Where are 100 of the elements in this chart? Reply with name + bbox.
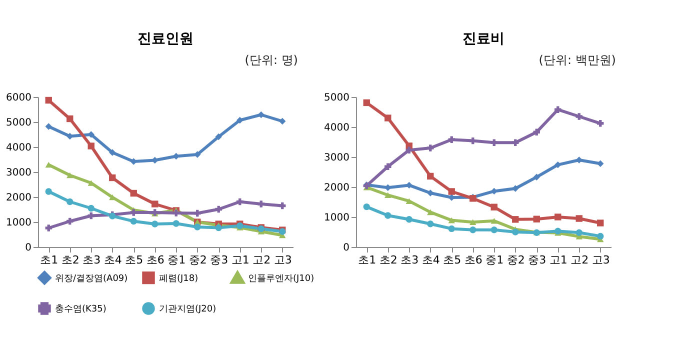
- point: [427, 209, 434, 216]
- point: [236, 116, 244, 124]
- point: [363, 203, 370, 210]
- point: [236, 198, 244, 206]
- x-tick-label: 초2: [61, 254, 80, 266]
- point: [88, 212, 94, 220]
- y-tick-label: 5000: [324, 92, 350, 104]
- x-tick-label: 중2: [188, 254, 207, 266]
- x-tick-label: 고2: [570, 254, 589, 266]
- point: [279, 202, 286, 210]
- point: [45, 123, 52, 130]
- point: [597, 232, 604, 240]
- point: [215, 224, 222, 232]
- x-tick-label: 초3: [82, 254, 101, 266]
- x-tick-label: 중1: [486, 254, 504, 266]
- point: [512, 228, 519, 236]
- point: [384, 192, 392, 198]
- point: [470, 219, 476, 226]
- point: [66, 218, 74, 225]
- point: [109, 174, 116, 182]
- point: [66, 172, 74, 178]
- point: [215, 206, 222, 213]
- point: [152, 156, 158, 164]
- y-tick-label: 3000: [6, 168, 32, 178]
- point: [384, 163, 392, 170]
- point: [406, 198, 412, 204]
- legend-label: 기관지염(J20): [159, 304, 216, 314]
- point: [384, 184, 392, 191]
- legend-label: 폐렴(J18): [159, 274, 198, 284]
- chart-title: 진료비: [462, 31, 504, 47]
- point: [576, 156, 582, 164]
- point: [597, 220, 604, 226]
- point: [66, 198, 74, 206]
- point: [88, 131, 94, 138]
- point: [597, 160, 604, 167]
- x-tick-label: 초1: [40, 254, 58, 266]
- point: [533, 174, 540, 180]
- x-tick-label: 고3: [274, 254, 292, 266]
- point: [512, 216, 519, 223]
- point: [194, 224, 201, 230]
- point: [88, 204, 94, 212]
- x-tick-label: 고1: [231, 254, 250, 266]
- point: [194, 210, 201, 217]
- y-tick-label: 0: [25, 242, 32, 254]
- point: [172, 220, 180, 227]
- point: [427, 190, 434, 196]
- y-tick-label: 2000: [324, 182, 350, 194]
- point: [448, 136, 455, 143]
- point: [130, 218, 137, 225]
- point: [512, 185, 519, 192]
- point: [194, 151, 201, 158]
- point: [66, 115, 74, 122]
- point: [448, 188, 455, 195]
- y-tick-label: 1000: [6, 218, 32, 228]
- point: [384, 114, 392, 122]
- chart-title: 진료인원: [138, 31, 194, 47]
- point: [554, 161, 562, 168]
- point: [384, 212, 392, 219]
- point: [554, 214, 562, 220]
- x-tick-label: 초3: [400, 254, 419, 266]
- point: [427, 220, 434, 228]
- point: [152, 200, 158, 208]
- point: [88, 142, 94, 150]
- y-tick-label: 5000: [6, 118, 32, 128]
- x-tick-label: 고3: [592, 254, 610, 266]
- x-tick-label: 중3: [210, 254, 228, 266]
- point: [279, 118, 286, 125]
- point: [597, 120, 604, 127]
- point: [490, 204, 498, 210]
- x-tick-label: 중2: [506, 254, 525, 266]
- point: [130, 158, 137, 165]
- x-tick-label: 초6: [146, 254, 164, 266]
- x-tick-label: 초4: [104, 254, 122, 266]
- point: [576, 215, 582, 222]
- text: (단위: 백만원): [538, 53, 616, 67]
- point: [512, 139, 519, 146]
- point: [109, 194, 116, 200]
- point: [258, 111, 264, 118]
- point: [215, 133, 222, 140]
- point: [533, 216, 540, 222]
- x-tick-label: 고2: [252, 254, 271, 266]
- point: [45, 188, 52, 195]
- x-tick-label: 초5: [125, 254, 144, 266]
- point: [130, 209, 137, 216]
- point: [576, 113, 582, 120]
- point: [490, 226, 498, 234]
- point: [576, 229, 582, 236]
- point: [152, 220, 158, 228]
- legend-label: 인플루엔자(J10): [248, 274, 314, 284]
- point: [130, 190, 137, 197]
- point: [490, 188, 498, 195]
- point: [554, 228, 562, 234]
- x-tick-label: 초4: [422, 254, 440, 266]
- x-tick-label: 초2: [379, 254, 398, 266]
- point: [258, 200, 264, 208]
- legend-label: 충수염(K35): [55, 304, 106, 314]
- y-tick-label: 4000: [324, 122, 350, 134]
- point: [448, 225, 455, 232]
- y-tick-label: 4000: [6, 142, 32, 154]
- point: [427, 172, 434, 180]
